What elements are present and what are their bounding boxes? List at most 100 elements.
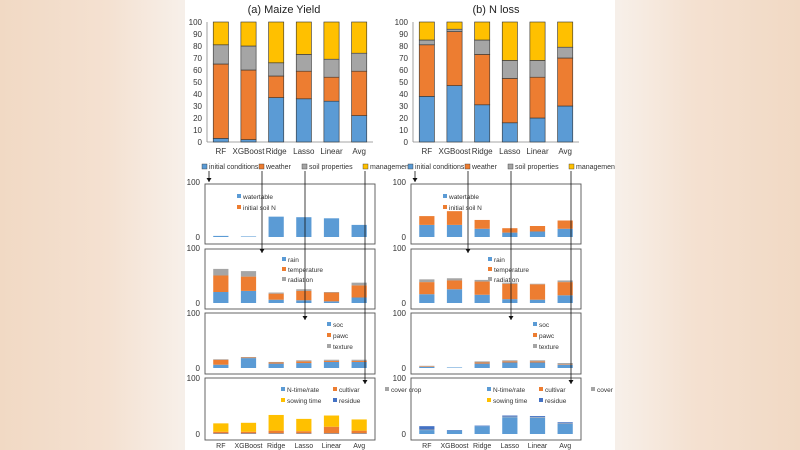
sub-bar-b-0-initial_soil_n-5 [557,220,573,229]
legend-label-a-soil_properties: soil properties [309,164,353,171]
sub-legend-swatch-b-n_time_rate [487,387,491,391]
sub-bar-b-0-initial_soil_n-3 [502,228,518,233]
sub-legend-swatch-a-rain [282,257,286,261]
sub-legend-swatch-a-initial_soil_n [237,205,241,209]
sub-legend-swatch-b-residue [539,398,543,402]
sub-bar-a-3-sowing_time-2 [268,414,284,431]
sub-bar-a-1-temperature-2 [268,293,284,300]
subpanel-frame-a-3 [204,377,376,441]
x-tick-label-a: Ridge [266,147,287,156]
sub-y-tick-label-a: 0 [196,299,201,308]
sub-bar-b-2-soc-0 [419,366,435,368]
bar-b-weather-0 [418,44,435,97]
sub-legend-label-b-pawc: pawc [539,333,555,340]
subpanel-frame-a-0 [204,183,376,245]
sub-bar-b-2-texture-4 [529,360,546,362]
y-tick-label-b: 40 [399,90,408,99]
sub-y-tick-label-a: 0 [196,233,201,242]
subpanel-frame-b-3 [410,377,582,441]
background-left [0,0,180,450]
sub-bar-b-1-temperature-3 [502,283,518,300]
legend-swatch-b-initial_conditions [407,163,414,170]
sub-legend-label-a-residue: residue [339,398,361,405]
sub-bar-a-0-watertable-3 [296,217,312,237]
subpanel-frame-b-2 [410,312,582,375]
sub-legend-label-b-sowing_time: sowing time [493,398,528,405]
sub-legend-label-a-watertable: watertable [242,194,273,201]
bar-b-soil_properties-3 [501,60,518,79]
sub-legend-swatch-a-watertable [237,194,241,198]
sub-bar-b-1-radiation-2 [474,279,490,282]
subpanel-frame-a-1 [204,248,376,310]
sub-bar-a-3-cultivar-3 [296,431,312,434]
sub-bar-b-2-texture-3 [502,360,518,362]
sub-bar-a-1-temperature-1 [240,276,257,291]
sub-bar-b-3-residue-4 [529,416,546,418]
bar-b-soil_properties-1 [446,28,463,32]
x-tick-label-b: XGBoost [438,147,471,156]
sub-bar-a-2-texture-0 [213,359,229,360]
sub-bar-a-3-sowing_time-0 [213,423,229,432]
y-tick-label-a: 90 [193,30,202,39]
sub-legend-label-b-texture: texture [539,344,559,351]
sub-bar-b-3-residue-3 [502,415,518,417]
legend-label-b-initial_conditions: initial conditions [415,164,465,171]
subpanel-frame-b-1 [410,248,582,310]
y-tick-label-a: 70 [193,54,202,63]
x-tick-label-a: RF [215,147,226,156]
bar-a-management-1 [240,21,257,47]
sub-bar-a-1-temperature-5 [351,285,367,298]
y-tick-label-a: 10 [193,126,202,135]
sub-bar-a-1-radiation-1 [240,271,257,277]
sub-bar-a-2-texture-2 [268,361,284,363]
sub-y-tick-label-b: 0 [402,364,407,373]
sub-x-tick-label-a: Linear [322,443,342,450]
sub-legend-swatch-a-radiation [282,277,286,281]
sub-bar-b-1-temperature-0 [419,282,435,295]
sub-bar-a-3-sowing_time-1 [240,422,257,432]
sub-bar-a-2-soc-1 [240,358,257,368]
arrow-head-icon-a-1 [259,249,265,253]
sub-bar-b-1-radiation-1 [446,278,463,281]
x-tick-label-b: Linear [526,147,549,156]
figure-card: (a) Maize Yield 0 10 20 30 40 50 60 70 80 90 100 RF X… [185,0,615,450]
sub-bar-a-2-pawc-5 [351,360,367,362]
sub-bar-b-0-watertable-1 [446,224,463,237]
bar-a-weather-0 [212,63,229,139]
sub-bar-a-1-rain-0 [213,292,229,303]
y-tick-label-b: 90 [399,30,408,39]
sub-bar-b-2-soc-3 [502,362,518,368]
sub-bar-b-1-rain-4 [529,299,546,303]
arrow-head-icon-b-1 [465,249,471,253]
sub-bar-b-2-pawc-5 [557,364,573,365]
sub-bar-b-2-soc-2 [474,363,490,368]
bar-a-initial_conditions-3 [295,98,312,143]
y-tick-label-b: 80 [399,42,408,51]
sub-bar-a-2-pawc-0 [213,359,229,365]
sub-bar-b-2-pawc-3 [502,361,518,363]
sub-y-tick-label-b: 100 [393,244,407,253]
bar-b-management-2 [474,21,491,41]
sub-bar-b-3-n_time_rate-1 [446,430,463,434]
bar-a-initial_conditions-5 [351,115,368,143]
bar-a-management-0 [212,21,229,46]
subpanel-frame-a-2 [204,312,376,375]
bar-a-management-3 [295,21,312,55]
sub-bar-b-0-watertable-4 [529,231,546,237]
arrow-head-icon-a-2 [302,316,308,320]
sub-bar-a-1-radiation-0 [213,268,229,276]
sub-bar-b-1-rain-1 [446,289,463,303]
sub-legend-swatch-b-pawc [533,333,537,337]
sub-bar-b-1-radiation-4 [529,283,546,285]
sub-bar-b-0-watertable-5 [557,228,573,237]
sub-bar-a-1-radiation-2 [268,292,284,294]
sub-bar-a-1-rain-5 [351,297,367,303]
sub-y-tick-label-a: 100 [187,309,201,318]
x-tick-label-b: Ridge [472,147,493,156]
sub-x-tick-label-b: XGBoost [440,443,468,450]
sub-legend-label-b-soc: soc [539,322,550,329]
sub-bar-a-3-n_time_rate-4 [323,433,340,434]
sub-bar-b-3-residue-2 [474,425,490,427]
sub-bar-a-3-sowing_time-4 [323,415,340,427]
sub-legend-label-b-initial_soil_n: initial soil N [449,205,482,212]
